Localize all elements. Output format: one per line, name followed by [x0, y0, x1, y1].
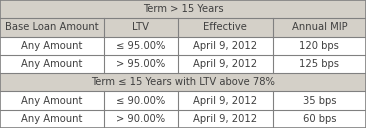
Text: 125 bps: 125 bps [299, 59, 339, 69]
Bar [0, 55, 366, 73]
Text: Any Amount: Any Amount [22, 41, 83, 51]
Text: April 9, 2012: April 9, 2012 [193, 59, 257, 69]
Text: April 9, 2012: April 9, 2012 [193, 96, 257, 106]
Text: 120 bps: 120 bps [299, 41, 339, 51]
Bar [0, 91, 366, 110]
Text: > 90.00%: > 90.00% [116, 114, 165, 124]
Text: Effective: Effective [203, 22, 247, 32]
Bar [0, 73, 366, 91]
Bar [0, 37, 366, 55]
Text: Base Loan Amount: Base Loan Amount [5, 22, 99, 32]
Text: Any Amount: Any Amount [22, 96, 83, 106]
Text: ≤ 95.00%: ≤ 95.00% [116, 41, 165, 51]
Bar [0, 110, 366, 128]
Text: ≤ 90.00%: ≤ 90.00% [116, 96, 165, 106]
Text: 35 bps: 35 bps [303, 96, 336, 106]
Text: Any Amount: Any Amount [22, 114, 83, 124]
Bar [0, 18, 366, 37]
Text: Term ≤ 15 Years with LTV above 78%: Term ≤ 15 Years with LTV above 78% [91, 77, 275, 87]
Text: April 9, 2012: April 9, 2012 [193, 114, 257, 124]
Text: Term > 15 Years: Term > 15 Years [143, 4, 223, 14]
Text: April 9, 2012: April 9, 2012 [193, 41, 257, 51]
Text: Annual MIP: Annual MIP [292, 22, 347, 32]
Text: Any Amount: Any Amount [22, 59, 83, 69]
Text: 60 bps: 60 bps [303, 114, 336, 124]
Text: LTV: LTV [132, 22, 149, 32]
Text: > 95.00%: > 95.00% [116, 59, 165, 69]
Bar [0, 0, 366, 18]
